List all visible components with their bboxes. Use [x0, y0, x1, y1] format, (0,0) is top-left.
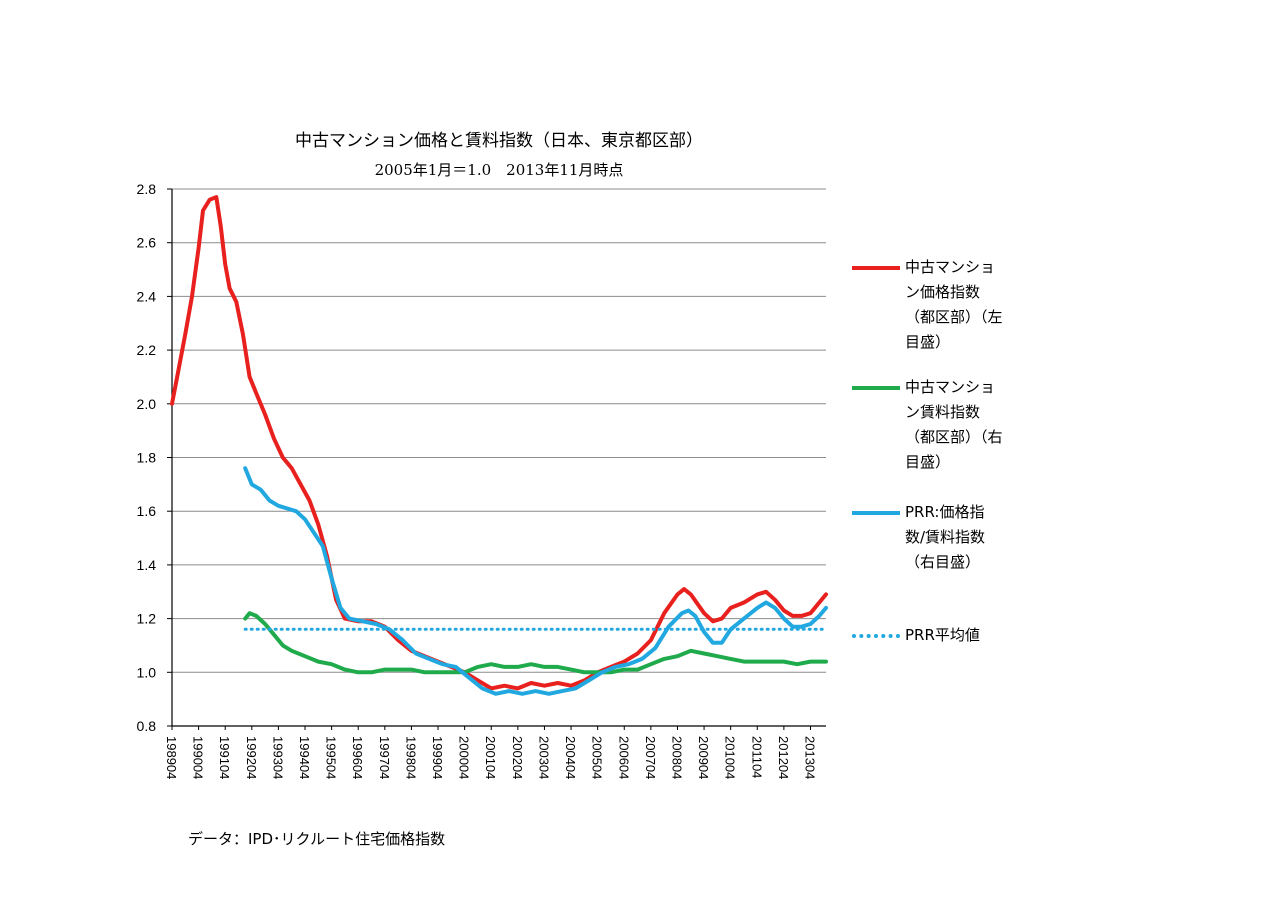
legend-swatch-2: [852, 386, 900, 390]
x-tick-label: 199604: [350, 736, 365, 779]
series-line-1: [170, 195, 828, 691]
y-tick-label: 1.2: [137, 611, 157, 627]
series-line-2: [243, 611, 828, 675]
x-tick-label: 199104: [217, 736, 232, 779]
y-tick-label: 2.4: [137, 288, 157, 304]
grid-lines: [172, 188, 826, 673]
x-tick-label: 200704: [643, 736, 658, 779]
axes: [167, 188, 826, 730]
legend-swatch-3: [852, 511, 900, 515]
x-tick-label: 200604: [616, 736, 631, 779]
legend-label-4: PRR平均値: [905, 623, 980, 648]
x-tick-label: 200804: [669, 736, 684, 779]
x-tick-label: 199204: [244, 736, 259, 779]
series-lines: [170, 195, 828, 696]
legend-label-2: 中古マンショ ン賃料指数 （都区部）（右 目盛）: [905, 375, 1003, 475]
chart-title: 中古マンション価格と賃料指数（日本、東京都区部）: [295, 131, 703, 151]
legend-swatch-4: [852, 634, 900, 638]
legend-label-line: ン価格指数: [905, 283, 981, 301]
x-tick-label: 200004: [457, 736, 472, 779]
legend-label-line: （都区部）（右: [905, 428, 1003, 446]
y-tick-label: 1.0: [137, 664, 157, 680]
y-tick-label: 1.4: [137, 557, 157, 573]
legend-swatch-1: [852, 266, 900, 270]
x-tick-label: 199304: [270, 736, 285, 779]
x-tick-label: 200904: [696, 736, 711, 779]
y-tick-label: 2.0: [137, 396, 157, 412]
x-tick-label: 199404: [297, 736, 312, 779]
x-tick-label: 201104: [749, 736, 764, 778]
series-line-3: [243, 466, 828, 696]
y-tick-labels: 2.8 2.6 2.4 2.2 2.0 1.8 1.6 1.4 1.2 1.0 0.8: [137, 181, 157, 734]
chart-subtitle: 2005年1月＝1.0 2013年11月時点: [374, 161, 624, 179]
y-tick-label: 2.6: [137, 235, 157, 251]
x-tick-label: 200504: [590, 736, 605, 779]
y-tick-label: 2.8: [137, 181, 157, 197]
x-tick-label: 199904: [430, 736, 445, 779]
legend-label-line: ン賃料指数: [905, 403, 981, 421]
legend-label-line: 数/賃料指数: [905, 528, 986, 546]
x-tick-labels: 198904 199004 199104 199204 199304 199404 1995…: [164, 736, 817, 779]
x-tick-label: 200404: [563, 736, 578, 779]
x-tick-label: 201204: [776, 736, 791, 779]
y-tick-label: 1.8: [137, 450, 157, 466]
legend-label-line: PRR平均値: [905, 626, 980, 644]
x-tick-label: 199504: [324, 736, 339, 779]
y-tick-label: 1.6: [137, 503, 157, 519]
legend-label-line: 中古マンショ: [905, 258, 996, 276]
legend-label-line: 中古マンショ: [905, 378, 996, 396]
legend-label-3: PRR:価格指 数/賃料指数 （右目盛）: [905, 500, 985, 575]
x-tick-label: 201004: [723, 736, 738, 779]
x-tick-label: 199004: [191, 736, 206, 779]
x-tick-label: 198904: [164, 736, 179, 779]
legend-label-1: 中古マンショ ン価格指数 （都区部）（左 目盛）: [905, 255, 1003, 355]
legend-label-line: PRR:価格指: [905, 503, 985, 521]
x-tick-label: 199704: [377, 736, 392, 779]
x-tick-label: 200204: [510, 736, 525, 779]
legend-label-line: （都区部）（左: [905, 308, 1003, 326]
legend-label-line: （右目盛）: [905, 553, 981, 571]
x-tick-label: 200304: [536, 736, 551, 779]
y-tick-label: 2.2: [137, 342, 157, 358]
x-tick-label: 201304: [802, 736, 817, 779]
legend-label-line: 目盛）: [905, 333, 951, 351]
source-note: データ：IPD･リクルート住宅価格指数: [188, 830, 446, 848]
legend-label-line: 目盛）: [905, 453, 951, 471]
x-tick-label: 200104: [483, 736, 498, 779]
x-tick-label: 199804: [403, 736, 418, 779]
y-tick-label: 0.8: [137, 718, 157, 734]
